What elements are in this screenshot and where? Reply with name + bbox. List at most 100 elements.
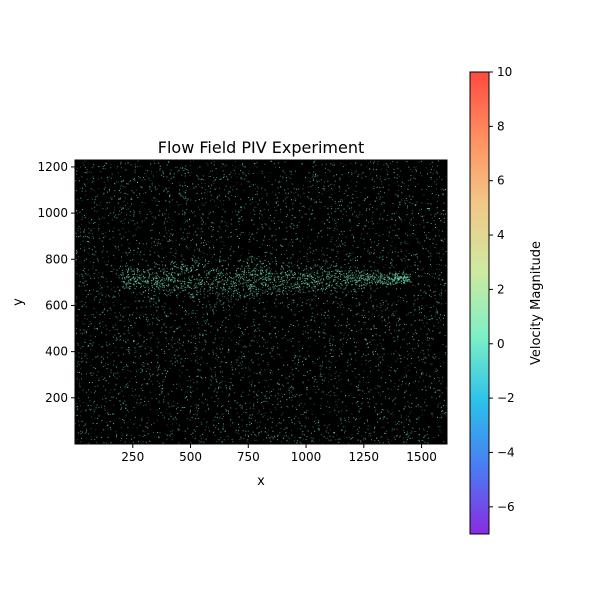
particle xyxy=(430,289,432,291)
particle xyxy=(391,412,393,414)
particle xyxy=(169,172,171,174)
particle xyxy=(95,429,97,431)
particle xyxy=(368,260,370,262)
particle xyxy=(187,391,189,393)
particle xyxy=(400,297,402,298)
particle xyxy=(130,198,132,200)
particle xyxy=(301,275,303,277)
particle xyxy=(232,189,233,191)
particle xyxy=(350,255,352,257)
particle xyxy=(223,288,224,290)
particle xyxy=(237,246,239,248)
particle xyxy=(185,245,187,247)
particle xyxy=(111,173,113,175)
particle xyxy=(398,175,400,177)
particle xyxy=(236,342,237,344)
particle xyxy=(411,427,413,429)
particle xyxy=(81,262,83,264)
particle xyxy=(254,439,256,441)
particle xyxy=(273,436,275,438)
particle xyxy=(330,274,332,276)
particle xyxy=(429,310,431,312)
particle xyxy=(323,303,325,305)
particle xyxy=(185,324,187,326)
particle xyxy=(397,167,399,169)
particle xyxy=(133,311,135,313)
particle xyxy=(150,350,152,352)
particle xyxy=(266,301,268,303)
particle xyxy=(407,205,408,207)
particle xyxy=(336,228,338,230)
particle xyxy=(252,233,254,235)
particle xyxy=(303,192,305,194)
particle xyxy=(373,427,375,429)
particle xyxy=(343,417,345,419)
particle xyxy=(310,199,312,201)
particle xyxy=(249,402,251,404)
particle xyxy=(258,431,260,433)
particle xyxy=(185,203,187,205)
particle xyxy=(390,367,392,368)
particle xyxy=(341,313,343,315)
particle xyxy=(274,395,276,397)
particle xyxy=(290,171,292,173)
particle xyxy=(211,380,212,382)
particle xyxy=(200,238,202,239)
particle xyxy=(352,197,354,199)
particle xyxy=(329,296,331,298)
particle xyxy=(426,405,428,407)
particle xyxy=(354,341,355,343)
particle xyxy=(320,374,322,375)
particle xyxy=(401,199,403,201)
particle xyxy=(174,361,176,363)
particle xyxy=(76,296,78,298)
particle xyxy=(215,353,217,354)
particle xyxy=(242,391,244,393)
particle xyxy=(204,339,206,341)
particle xyxy=(442,380,443,382)
particle xyxy=(243,438,245,440)
particle xyxy=(244,355,246,357)
particle xyxy=(270,268,272,270)
particle xyxy=(195,316,197,318)
particle xyxy=(311,287,313,289)
particle xyxy=(127,162,129,164)
particle xyxy=(131,313,133,315)
particle xyxy=(109,212,111,214)
particle xyxy=(221,166,223,168)
particle xyxy=(238,247,239,249)
particle xyxy=(415,422,417,424)
particle xyxy=(382,418,384,420)
particle xyxy=(416,371,417,373)
particle xyxy=(187,170,189,172)
particle xyxy=(234,172,236,174)
particle xyxy=(155,289,157,291)
particle xyxy=(92,342,94,344)
particle xyxy=(120,221,122,222)
particle xyxy=(89,321,91,323)
particle xyxy=(80,430,82,432)
particle xyxy=(171,339,173,341)
particle xyxy=(369,433,371,435)
particle xyxy=(252,362,254,364)
particle xyxy=(146,317,148,318)
particle xyxy=(313,290,315,292)
particle xyxy=(292,405,294,407)
particle xyxy=(89,408,91,410)
particle xyxy=(84,235,86,237)
particle xyxy=(388,231,390,233)
particle xyxy=(214,179,216,181)
particle xyxy=(437,322,439,324)
particle xyxy=(387,388,389,390)
particle xyxy=(148,352,150,354)
particle xyxy=(75,355,77,357)
particle xyxy=(140,334,141,336)
particle xyxy=(117,202,119,204)
particle xyxy=(133,340,135,342)
particle xyxy=(340,231,342,233)
particle xyxy=(191,265,193,266)
particle xyxy=(305,358,307,360)
particle xyxy=(81,216,83,218)
particle xyxy=(182,232,184,234)
particle xyxy=(197,248,199,250)
